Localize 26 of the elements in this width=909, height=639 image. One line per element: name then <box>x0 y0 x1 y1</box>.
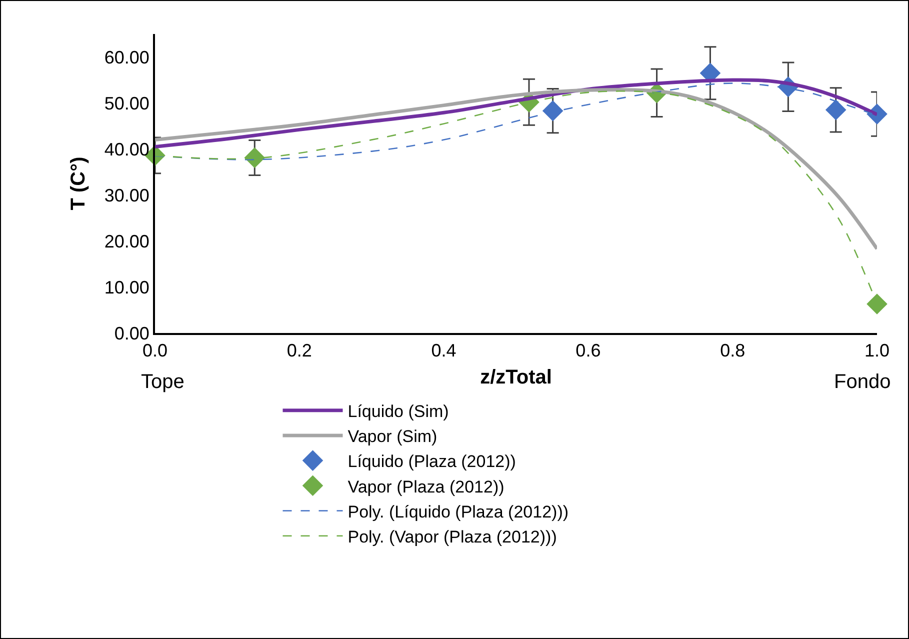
x-tick-label: 0.0 <box>142 340 168 361</box>
legend-label: Poly. (Líquido (Plaza (2012))) <box>348 502 569 522</box>
point <box>542 100 564 122</box>
y-tick-label: 0.00 <box>114 323 150 344</box>
point <box>825 100 846 120</box>
x-tick-label: 1.0 <box>864 340 890 361</box>
y-tick-label: 50.00 <box>104 93 150 114</box>
x-tick-label: 0.6 <box>576 340 601 361</box>
legend-label: Líquido (Sim) <box>348 402 449 421</box>
y-tick-label: 30.00 <box>104 185 150 206</box>
y-tick-label: 60.00 <box>104 47 150 68</box>
legend-label: Líquido (Plaza (2012)) <box>348 452 516 472</box>
text: Tope <box>141 371 184 393</box>
text: Fondo <box>834 371 891 393</box>
legend-label: Poly. (Vapor (Plaza (2012))) <box>348 527 557 546</box>
y-tick-label: 10.00 <box>104 277 150 298</box>
x-tick-label: 0.8 <box>720 340 746 361</box>
x-axis-title: z/zTotal <box>480 366 552 389</box>
legend-label: Vapor (Sim) <box>348 427 438 446</box>
x-tick-label: 0.2 <box>286 340 312 361</box>
point <box>866 294 888 314</box>
legend-label: Vapor (Plaza (2012)) <box>348 477 504 496</box>
y-axis-title: T (C°) <box>67 156 90 210</box>
y-tick-label: 40.00 <box>104 139 150 160</box>
x-tick-label: 0.4 <box>431 340 456 361</box>
y-tick-label: 20.00 <box>104 231 150 252</box>
